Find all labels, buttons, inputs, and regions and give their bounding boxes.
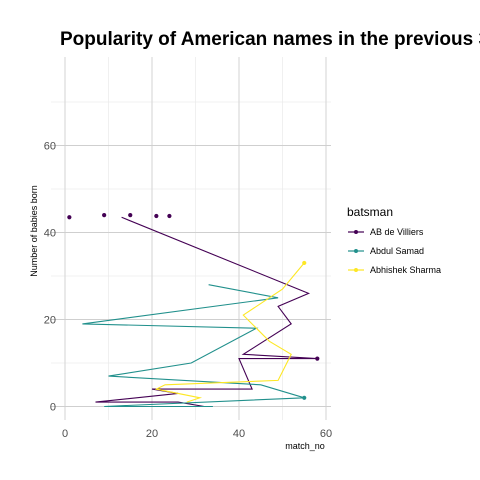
chart-title: Popularity of American names in the prev… xyxy=(60,29,480,50)
x-tick-label: 0 xyxy=(62,428,68,440)
series-line xyxy=(82,284,305,408)
legend-items: AB de Villiers Abdul Samad Abhishek Sharma xyxy=(348,227,441,275)
legend-key-point xyxy=(354,268,358,272)
series-point xyxy=(102,213,107,218)
x-axis-title: match_no xyxy=(285,441,325,451)
series-1 xyxy=(82,284,307,408)
series-0 xyxy=(67,213,320,408)
legend-item-2: Abhishek Sharma xyxy=(348,265,441,275)
y-axis-title: Number of babies born xyxy=(29,185,39,277)
series-point xyxy=(315,356,320,361)
grid xyxy=(51,57,331,420)
series-layer xyxy=(67,213,320,408)
series-line xyxy=(154,262,305,403)
x-tick-label: 60 xyxy=(320,428,332,440)
legend-item-0: AB de Villiers xyxy=(348,227,424,237)
series-point xyxy=(302,260,307,266)
y-tick-label: 20 xyxy=(44,315,56,327)
legend-label: Abdul Samad xyxy=(370,246,424,256)
legend-label: AB de Villiers xyxy=(370,227,424,237)
series-point xyxy=(167,213,172,219)
y-tick-label: 0 xyxy=(50,402,56,414)
legend-key-point xyxy=(354,249,358,253)
legend: batsman AB de Villiers Abdul Samad Abhishe… xyxy=(347,205,441,275)
series-point xyxy=(302,395,307,400)
y-tick-label: 60 xyxy=(44,141,56,153)
legend-label: Abhishek Sharma xyxy=(370,265,441,275)
series-point xyxy=(154,213,159,219)
y-axis-ticks: 0 20 40 60 xyxy=(44,141,56,414)
legend-item-1: Abdul Samad xyxy=(348,246,424,256)
x-axis-ticks: 0 20 40 60 xyxy=(62,428,332,440)
series-point xyxy=(67,215,72,220)
series-2 xyxy=(154,260,307,403)
legend-title: batsman xyxy=(347,205,393,219)
legend-key-point xyxy=(354,230,358,234)
x-tick-label: 40 xyxy=(233,428,245,440)
y-tick-label: 40 xyxy=(44,228,56,240)
x-tick-label: 20 xyxy=(146,428,158,440)
series-point xyxy=(128,213,133,218)
series-line xyxy=(95,216,318,408)
